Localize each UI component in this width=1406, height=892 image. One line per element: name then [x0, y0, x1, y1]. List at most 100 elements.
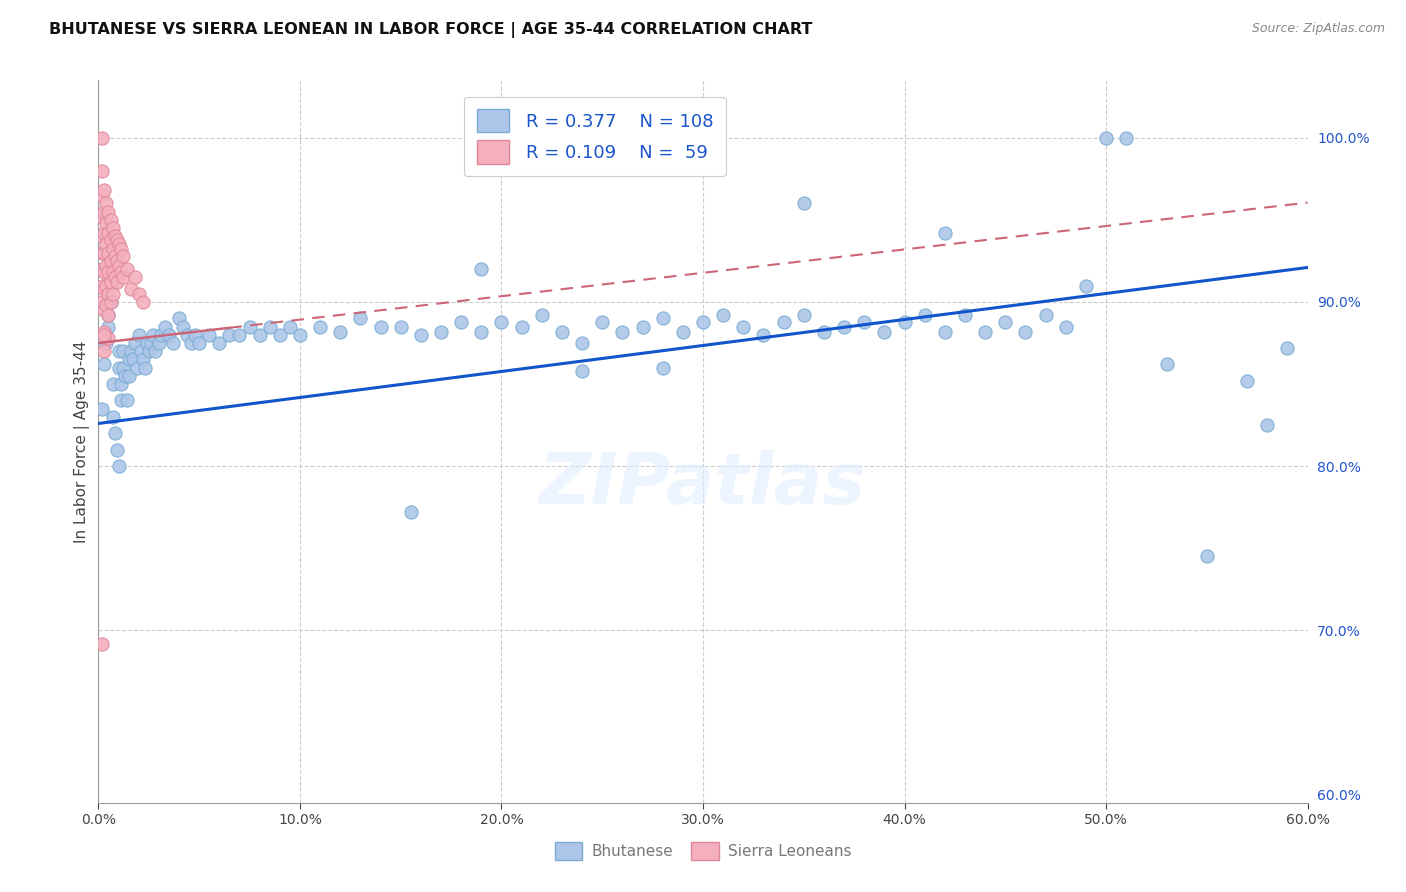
Point: [135, 336, 157, 351]
Point: [97, 308, 120, 322]
Point: [93, 303, 115, 318]
Point: [571, 336, 593, 351]
Point: [93, 245, 115, 260]
Point: [97, 319, 120, 334]
Point: [101, 221, 124, 235]
Point: [139, 336, 162, 351]
Point: [100, 295, 122, 310]
Y-axis label: In Labor Force | Age 35-44: In Labor Force | Age 35-44: [75, 341, 90, 542]
Point: [118, 352, 141, 367]
Point: [1074, 278, 1097, 293]
Point: [91, 278, 114, 293]
Point: [91, 163, 114, 178]
Point: [893, 315, 915, 329]
Point: [1277, 341, 1299, 355]
Point: [1256, 418, 1278, 433]
Legend: R = 0.377    N = 108, R = 0.109    N =  59: R = 0.377 N = 108, R = 0.109 N = 59: [464, 96, 725, 177]
Point: [934, 226, 956, 240]
Point: [591, 315, 613, 329]
Point: [121, 352, 143, 367]
Point: [120, 282, 142, 296]
Point: [124, 336, 146, 351]
Text: ZIPatlas: ZIPatlas: [540, 450, 866, 519]
Point: [100, 275, 122, 289]
Point: [1014, 325, 1036, 339]
Point: [914, 308, 936, 322]
Point: [97, 245, 120, 260]
Point: [409, 327, 432, 342]
Point: [470, 262, 492, 277]
Point: [132, 295, 155, 310]
Point: [370, 319, 392, 334]
Point: [100, 278, 122, 293]
Point: [612, 325, 634, 339]
Point: [110, 265, 132, 279]
Point: [120, 344, 142, 359]
Point: [96, 259, 118, 273]
Point: [832, 319, 855, 334]
Point: [218, 327, 240, 342]
Point: [93, 282, 115, 296]
Point: [96, 216, 118, 230]
Point: [149, 327, 172, 342]
Point: [93, 265, 115, 279]
Point: [1156, 357, 1178, 371]
Point: [96, 336, 118, 351]
Point: [389, 319, 412, 334]
Point: [128, 286, 150, 301]
Point: [115, 262, 138, 277]
Point: [110, 243, 132, 257]
Point: [450, 315, 472, 329]
Point: [93, 325, 115, 339]
Point: [571, 364, 593, 378]
Point: [1236, 374, 1258, 388]
Point: [125, 360, 148, 375]
Point: [103, 270, 125, 285]
Point: [259, 319, 281, 334]
Point: [349, 311, 371, 326]
Point: [1035, 308, 1057, 322]
Point: [853, 315, 876, 329]
Point: [101, 409, 124, 424]
Point: [470, 325, 492, 339]
Point: [93, 226, 115, 240]
Point: [114, 368, 136, 383]
Point: [138, 344, 160, 359]
Point: [793, 308, 815, 322]
Point: [91, 262, 114, 277]
Point: [128, 327, 150, 342]
Point: [110, 377, 132, 392]
Point: [176, 327, 198, 342]
Point: [97, 286, 120, 301]
Point: [711, 308, 734, 322]
Point: [733, 319, 755, 334]
Point: [105, 275, 128, 289]
Point: [1095, 130, 1118, 145]
Point: [278, 319, 301, 334]
Point: [91, 636, 114, 650]
Point: [93, 357, 115, 371]
Point: [93, 183, 115, 197]
Point: [97, 226, 120, 240]
Point: [1054, 319, 1077, 334]
Point: [288, 327, 311, 342]
Point: [934, 325, 956, 339]
Point: [631, 319, 654, 334]
Point: [91, 401, 114, 416]
Point: [249, 327, 271, 342]
Point: [93, 204, 115, 219]
Point: [153, 319, 176, 334]
Point: [111, 249, 134, 263]
Point: [101, 286, 124, 301]
Text: Source: ZipAtlas.com: Source: ZipAtlas.com: [1251, 22, 1385, 36]
Point: [91, 229, 114, 244]
Point: [97, 308, 120, 322]
Point: [167, 311, 190, 326]
Point: [96, 237, 118, 252]
Point: [101, 243, 124, 257]
Point: [101, 265, 124, 279]
Point: [118, 368, 141, 383]
Point: [510, 319, 533, 334]
Point: [101, 377, 124, 392]
Point: [651, 360, 673, 375]
